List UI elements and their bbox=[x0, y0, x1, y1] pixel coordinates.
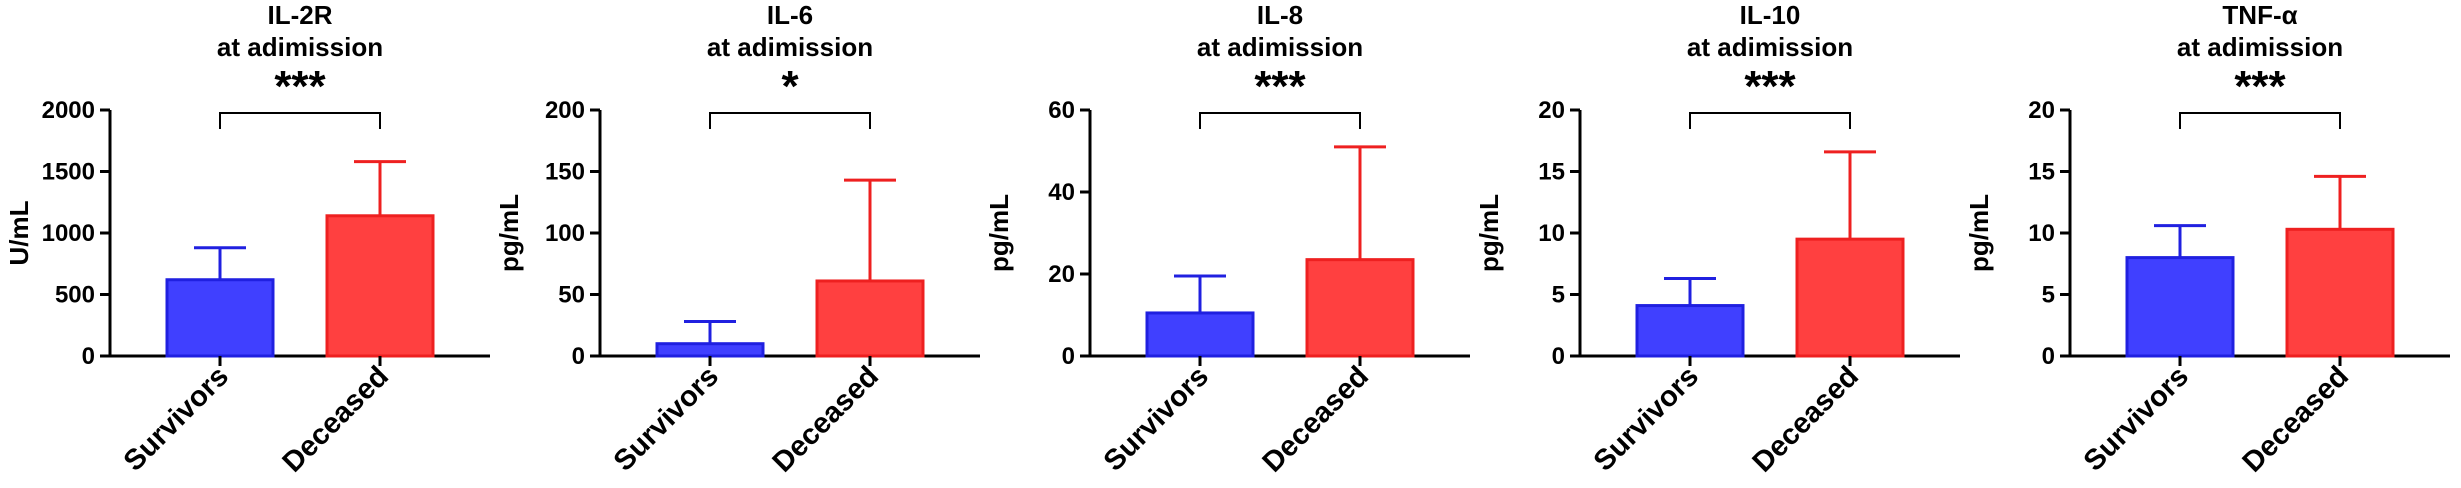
bar-survivors bbox=[165, 278, 275, 358]
y-tick-label: 200 bbox=[545, 97, 585, 124]
bar-deceased bbox=[2285, 227, 2395, 358]
y-tick-label: 20 bbox=[2028, 97, 2055, 124]
y-tick-label: 5 bbox=[2042, 282, 2055, 309]
x-category-label: Deceased bbox=[277, 360, 395, 478]
bar-survivors bbox=[1145, 311, 1255, 358]
bar-deceased bbox=[815, 279, 925, 358]
x-category-label: Survivors bbox=[118, 360, 235, 477]
y-tick-label: 150 bbox=[545, 159, 585, 186]
y-axis-label: pg/mL bbox=[984, 194, 1014, 272]
chart-title-line: TNF-α bbox=[2222, 0, 2297, 30]
y-tick-label: 2000 bbox=[42, 97, 95, 124]
chart-title-line: at adimission bbox=[217, 32, 383, 62]
y-tick-label: 0 bbox=[1062, 343, 1075, 370]
y-tick-label: 1500 bbox=[42, 159, 95, 186]
significance-marker: *** bbox=[274, 62, 326, 111]
y-tick-label: 0 bbox=[2042, 343, 2055, 370]
y-axis-label: pg/mL bbox=[1964, 194, 1994, 272]
chart-panel-3: IL-8at adimission pg/mL 0 20 40 60 Survivors De… bbox=[984, 0, 1470, 479]
y-tick-label: 500 bbox=[55, 282, 95, 309]
chart-panel-5: TNF-αat adimission pg/mL 0 5 10 15 20 Survivors… bbox=[1964, 0, 2450, 479]
bar-deceased bbox=[325, 214, 435, 358]
y-tick-label: 50 bbox=[558, 282, 585, 309]
chart-title-line: at adimission bbox=[707, 32, 873, 62]
x-category-label: Deceased bbox=[2237, 360, 2355, 478]
significance-bracket bbox=[219, 112, 381, 129]
y-tick-label: 60 bbox=[1048, 97, 1075, 124]
bar-survivors bbox=[1635, 304, 1745, 358]
x-category-label: Survivors bbox=[608, 360, 725, 477]
chart-title-line: at adimission bbox=[1197, 32, 1363, 62]
y-tick-label: 5 bbox=[1552, 282, 1565, 309]
x-category-label: Survivors bbox=[1098, 360, 1215, 477]
y-tick-label: 0 bbox=[572, 343, 585, 370]
y-tick-label: 20 bbox=[1538, 97, 1565, 124]
chart-title-line: IL-2R bbox=[268, 0, 333, 30]
significance-marker: *** bbox=[2234, 62, 2286, 111]
bar-survivors bbox=[655, 342, 765, 358]
significance-bracket bbox=[1689, 112, 1851, 129]
chart-title-line: at adimission bbox=[1687, 32, 1853, 62]
x-category-label: Survivors bbox=[2078, 360, 2195, 477]
y-tick-label: 15 bbox=[2028, 159, 2055, 186]
x-category-label: Deceased bbox=[1747, 360, 1865, 478]
significance-bracket bbox=[1199, 112, 1361, 129]
y-tick-label: 10 bbox=[2028, 220, 2055, 247]
significance-bracket bbox=[709, 112, 871, 129]
chart-panel-2: IL-6at adimission pg/mL 0 50 100 150 200 Surviv… bbox=[494, 0, 980, 479]
y-tick-label: 100 bbox=[545, 220, 585, 247]
y-tick-label: 15 bbox=[1538, 159, 1565, 186]
y-tick-label: 20 bbox=[1048, 261, 1075, 288]
chart-title-line: IL-6 bbox=[767, 0, 813, 30]
bar-survivors bbox=[2125, 256, 2235, 358]
y-tick-label: 0 bbox=[1552, 343, 1565, 370]
x-category-label: Deceased bbox=[1257, 360, 1375, 478]
y-axis-label: pg/mL bbox=[1474, 194, 1504, 272]
y-axis-label: pg/mL bbox=[494, 194, 524, 272]
bar-deceased bbox=[1795, 237, 1905, 358]
bar-deceased bbox=[1305, 258, 1415, 358]
x-category-label: Survivors bbox=[1588, 360, 1705, 477]
y-tick-label: 0 bbox=[82, 343, 95, 370]
significance-marker: *** bbox=[1744, 62, 1796, 111]
y-axis-label: U/mL bbox=[4, 200, 34, 265]
y-tick-label: 1000 bbox=[42, 220, 95, 247]
x-category-label: Deceased bbox=[767, 360, 885, 478]
chart-title-line: IL-8 bbox=[1257, 0, 1303, 30]
y-tick-label: 10 bbox=[1538, 220, 1565, 247]
significance-marker: * bbox=[781, 62, 799, 111]
y-tick-label: 40 bbox=[1048, 179, 1075, 206]
significance-bracket bbox=[2179, 112, 2341, 129]
chart-title-line: at adimission bbox=[2177, 32, 2343, 62]
chart-title-line: IL-10 bbox=[1740, 0, 1801, 30]
significance-marker: *** bbox=[1254, 62, 1306, 111]
